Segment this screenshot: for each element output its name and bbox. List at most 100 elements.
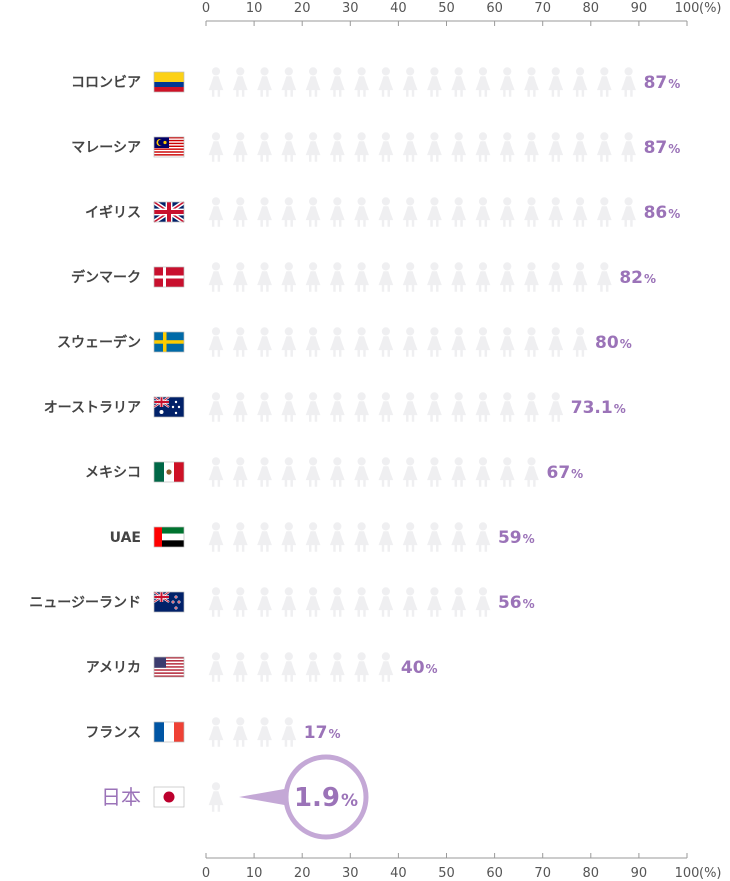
person-icon-empty (572, 262, 588, 292)
person-icon-empty (257, 132, 272, 162)
value-label: 56% (498, 593, 535, 613)
person-icon (232, 132, 248, 162)
flag-part (154, 722, 164, 742)
person-icon (427, 392, 442, 422)
person-icon (548, 262, 564, 292)
person-icon (208, 652, 224, 682)
person-icon-empty (621, 132, 636, 162)
flag-star (175, 596, 177, 598)
value-number: 40 (401, 658, 425, 678)
person-icon (427, 67, 442, 97)
flag-emblem (166, 469, 172, 475)
flag-france (153, 721, 185, 743)
person-icon (572, 327, 588, 357)
person-icon (451, 392, 467, 422)
person-icon-empty (378, 67, 394, 97)
person-icon-empty (329, 67, 345, 97)
flag-part (154, 664, 184, 667)
person-icon-empty (208, 67, 224, 97)
x-axis-top-tick-label: 90 (631, 1, 648, 16)
x-axis-bottom-tick-label: 90 (631, 866, 648, 881)
person-icon-empty (378, 327, 394, 357)
flag-part (154, 657, 166, 668)
person-icon-empty (329, 327, 345, 357)
person-icon (451, 457, 467, 487)
flag-border (153, 656, 185, 678)
person-icon (475, 327, 491, 357)
flag-border (153, 266, 185, 288)
person-icon-empty (208, 197, 224, 227)
person-icon-empty (475, 132, 491, 162)
person-icon-empty (451, 522, 467, 552)
flag-border (153, 526, 185, 548)
person-icon (475, 392, 491, 422)
flag-denmark (153, 266, 185, 288)
person-icon-empty (232, 457, 248, 487)
person-icon (208, 717, 224, 747)
person-icon (427, 587, 442, 617)
person-icon-empty (305, 197, 321, 227)
person-icon (427, 197, 442, 227)
value-unit: % (571, 467, 583, 481)
person-icon (378, 197, 394, 227)
person-icon (548, 392, 564, 422)
person-icon (499, 67, 515, 97)
person-icon (208, 327, 224, 357)
person-icon-empty (451, 457, 467, 487)
person-icon (232, 327, 248, 357)
person-icon (305, 327, 321, 357)
person-icon (475, 587, 491, 617)
person-icon-empty (451, 67, 467, 97)
country-label: アメリカ (86, 660, 141, 676)
person-icon-empty (475, 67, 491, 97)
person-icon-empty (305, 457, 321, 487)
flag-sun (163, 791, 175, 803)
x-axis-top-tick-label: 60 (486, 1, 503, 16)
value-label: 80% (595, 333, 632, 353)
person-icon (329, 652, 345, 682)
person-icon-empty (451, 197, 467, 227)
country-label: メキシコ (85, 465, 141, 481)
flag-part (163, 140, 167, 145)
person-icon-empty (281, 262, 297, 292)
person-icon (305, 457, 321, 487)
flag-star (159, 410, 164, 414)
person-icon-empty (475, 587, 491, 617)
person-icon-empty (524, 327, 539, 357)
person-icon-empty (524, 262, 539, 292)
person-icon-empty (475, 327, 491, 357)
flag-part (154, 148, 184, 150)
flag-usa (153, 656, 185, 678)
value-unit: % (523, 532, 535, 546)
value-label: 87% (644, 73, 681, 93)
x-axis-top-tick-label: 40 (390, 1, 407, 16)
person-icon-empty (354, 392, 369, 422)
person-icon (208, 67, 224, 97)
person-icon (572, 197, 588, 227)
person-icon (402, 132, 418, 162)
person-icon-empty (475, 457, 491, 487)
person-icon (548, 67, 564, 97)
flag-part (154, 151, 184, 153)
person-icon (257, 587, 272, 617)
flag-part (154, 210, 184, 214)
person-icon-empty (329, 652, 345, 682)
person-icon (572, 262, 588, 292)
person-icon-empty (402, 197, 418, 227)
flag-mexico (153, 461, 185, 483)
person-icon-empty (427, 327, 442, 357)
callout-value: 1.9% (294, 783, 358, 813)
row-newzealand: ニュージーランド 56% (29, 587, 535, 617)
value-label: 67% (547, 463, 584, 483)
flag-border (153, 461, 185, 483)
person-icon (257, 67, 272, 97)
flag-part (154, 673, 184, 676)
person-icon-empty (451, 262, 467, 292)
flag-star (177, 405, 181, 409)
person-icon (378, 67, 394, 97)
person-icon (499, 197, 515, 227)
country-label: デンマーク (71, 269, 141, 286)
person-icon-empty (427, 587, 442, 617)
flag-uk (152, 200, 186, 224)
